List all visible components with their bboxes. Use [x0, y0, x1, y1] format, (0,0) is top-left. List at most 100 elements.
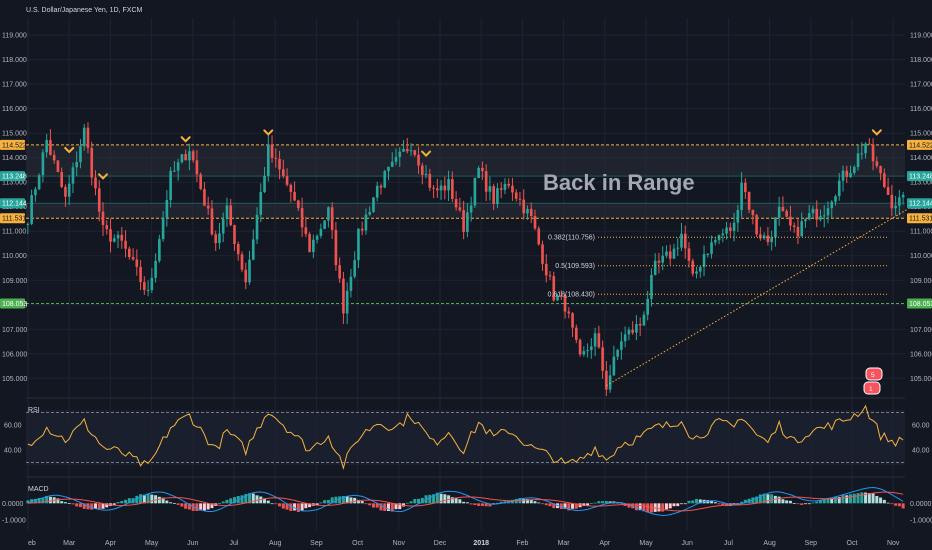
x-tick-label: Aug — [763, 540, 776, 547]
macd-histogram-bar — [796, 503, 800, 505]
candle-body — [255, 214, 259, 240]
macd-histogram-bar — [834, 496, 838, 504]
candle-body — [856, 153, 860, 167]
macd-histogram-bar — [815, 501, 819, 504]
macd-histogram-bar — [48, 496, 52, 504]
macd-histogram-bar — [762, 493, 766, 504]
macd-histogram-bar — [296, 503, 300, 512]
candle-body — [312, 239, 315, 253]
macd-histogram-bar — [856, 493, 860, 504]
y-tick-label-left: 105.000 — [2, 376, 27, 383]
macd-histogram-bar — [608, 501, 612, 504]
candle-body — [417, 154, 420, 166]
candle-body — [578, 339, 582, 355]
candle-body — [770, 237, 773, 243]
candle-body — [458, 207, 462, 211]
x-tick-label: Oct — [847, 540, 858, 547]
candle-body — [300, 208, 304, 228]
macd-histogram-bar — [529, 499, 533, 504]
candle-body — [586, 350, 589, 352]
candle-body — [364, 214, 368, 231]
macd-histogram-bar — [473, 503, 477, 506]
candle-body — [49, 140, 52, 155]
candle-body — [901, 194, 905, 198]
macd-histogram-bar — [165, 500, 169, 504]
macd-histogram-bar — [26, 500, 30, 504]
macd-histogram-bar — [139, 494, 143, 504]
macd-histogram-bar — [240, 495, 244, 504]
macd-histogram-bar — [90, 503, 94, 510]
candle-body — [864, 143, 867, 154]
candle-body — [886, 187, 890, 195]
macd-tick-left: -1.0000 — [2, 518, 26, 525]
macd-histogram-bar — [758, 494, 762, 504]
macd-histogram-bar — [157, 496, 161, 504]
x-tick-label: Sep — [310, 540, 323, 547]
macd-histogram-bar — [41, 497, 45, 504]
macd-histogram-bar — [232, 497, 236, 504]
candle-body — [687, 248, 691, 261]
fib-label: 0.382(110.756) — [548, 235, 595, 242]
candle-body — [41, 152, 45, 176]
candle-body — [345, 290, 349, 314]
candle-body — [631, 329, 634, 333]
macd-histogram-bar — [142, 494, 146, 504]
candle-body — [732, 222, 736, 231]
macd-histogram-bar — [417, 498, 421, 504]
candles — [26, 122, 905, 396]
candle-body — [676, 247, 680, 249]
candle-body — [26, 223, 30, 225]
candle-body — [522, 199, 526, 214]
macd-histogram-bar — [886, 502, 890, 504]
candle-body — [518, 198, 522, 200]
macd-histogram-bar — [338, 496, 342, 504]
macd-histogram-bar — [274, 503, 278, 505]
candle-body — [109, 229, 112, 242]
candle-body — [101, 211, 105, 226]
x-tick-label: May — [639, 540, 653, 547]
candle-body — [860, 153, 864, 155]
macd-histogram-bar — [326, 499, 330, 504]
macd-histogram-bar — [319, 502, 323, 504]
candle-body — [593, 333, 597, 347]
macd-histogram-bar — [97, 503, 101, 510]
candle-body — [124, 240, 127, 249]
candle-body — [740, 182, 743, 211]
top-marker — [871, 129, 882, 136]
macd-histogram-bar — [368, 503, 372, 506]
macd-histogram-bar — [683, 503, 687, 505]
candle-body — [191, 151, 195, 161]
candle-body — [64, 186, 67, 197]
price-label-left: 108.053 — [2, 301, 27, 308]
candle-body — [582, 351, 586, 355]
candle-body — [462, 210, 465, 232]
candle-body — [620, 341, 623, 350]
candle-body — [71, 167, 75, 184]
macd-line — [27, 486, 904, 517]
candle-body — [499, 188, 503, 190]
macd-histogram-bar — [469, 503, 473, 505]
candle-body — [559, 295, 563, 297]
macd-histogram-bar — [638, 503, 642, 511]
candle-body — [894, 205, 897, 209]
candle-body — [357, 228, 360, 261]
candle-body — [360, 228, 364, 231]
macd-histogram-bar — [721, 503, 725, 506]
macd-histogram-bar — [169, 502, 173, 504]
candle-body — [789, 216, 792, 226]
candle-body — [706, 253, 710, 255]
macd-histogram-bar — [484, 503, 488, 507]
alert-badge[interactable]: 5 1 — [863, 367, 883, 395]
y-tick-label-left: 119.000 — [2, 33, 27, 40]
trend-line — [606, 206, 913, 387]
y-tick-label-right: 117.000 — [910, 82, 932, 89]
candle-body — [251, 239, 255, 260]
x-tick-label: Apr — [599, 540, 611, 547]
macd-histogram-bar — [597, 501, 601, 504]
candle-body — [736, 210, 740, 223]
candle-body — [372, 197, 375, 212]
candle-body — [30, 195, 33, 224]
candle-body — [852, 166, 856, 173]
candle-body — [811, 208, 815, 214]
